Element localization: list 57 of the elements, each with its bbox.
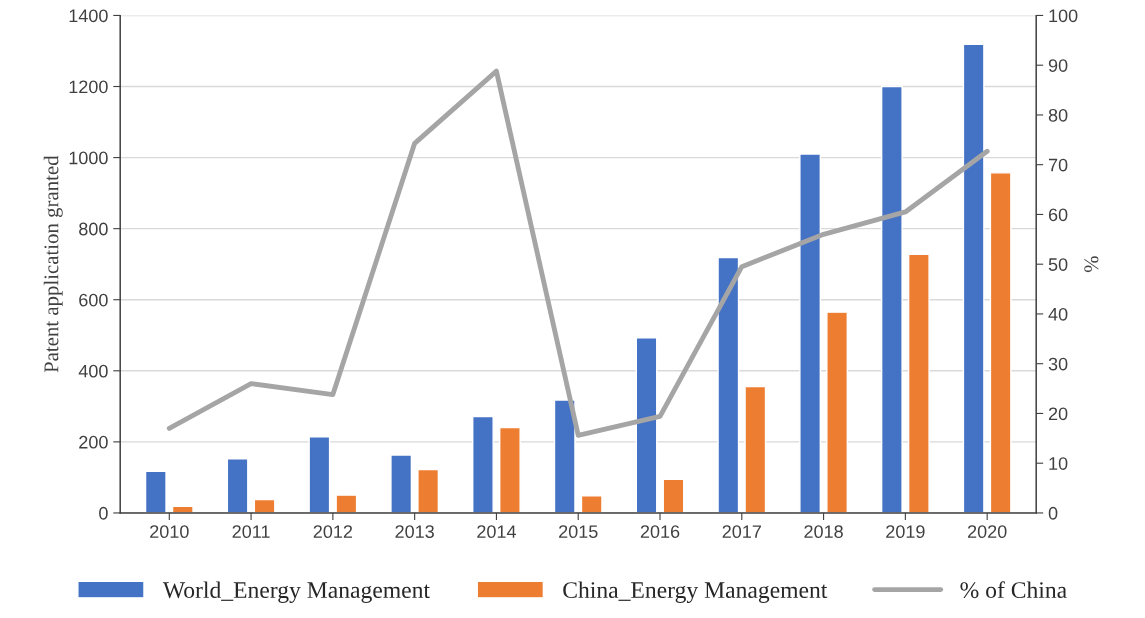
y-tick-label: 800 (79, 222, 108, 236)
bar (472, 415, 494, 513)
x-tick-label: 2015 (559, 525, 598, 539)
y2-tick-label: 50 (1048, 258, 1068, 271)
y2-tick-label: 80 (1048, 108, 1068, 122)
bar (335, 494, 358, 513)
bar (662, 478, 685, 513)
x-tick-label: 2020 (967, 525, 1007, 539)
y-tick-label: 1000 (69, 151, 108, 165)
y-tick-label: 400 (78, 364, 108, 378)
y2-tick-label: 0 (1048, 506, 1058, 520)
x-tick-label: 2017 (722, 525, 761, 539)
x-tick-label: 2012 (313, 525, 353, 539)
y2-tick-label: 20 (1048, 407, 1068, 421)
y2-tick-label: 10 (1049, 457, 1068, 470)
y-tick-label: 600 (79, 293, 108, 307)
bar (826, 311, 848, 513)
bar (635, 337, 658, 513)
bar (226, 458, 249, 513)
x-tick-label: 2018 (804, 525, 843, 539)
y-tick-label: 0 (99, 506, 108, 520)
y2-tick-label: 60 (1048, 208, 1068, 222)
bar (580, 495, 603, 513)
legend-label: % of China (960, 581, 1067, 599)
y2-tick-label: 40 (1048, 307, 1068, 321)
bar (907, 253, 930, 513)
y2-tick-label: 100 (1049, 9, 1078, 23)
y-axis-title: Patent application granted (43, 155, 63, 373)
x-tick-label: 2019 (886, 525, 925, 539)
bar (962, 43, 985, 513)
x-tick-label: 2013 (395, 525, 434, 539)
bar (989, 172, 1012, 513)
y-tick-label: 1400 (69, 9, 108, 23)
y2-tick-label: 70 (1048, 158, 1068, 172)
x-tick-label: 2011 (232, 525, 270, 539)
y-tick-label: 1200 (69, 80, 108, 94)
x-tick-label: 2014 (477, 525, 516, 539)
x-tick-label: 2016 (640, 525, 680, 539)
bar (880, 85, 903, 513)
bar (171, 505, 194, 513)
x-tick-label: 2010 (150, 525, 189, 539)
bar (308, 436, 331, 513)
bar (390, 454, 413, 513)
legend-label: World_Energy Management (162, 581, 430, 603)
bar (417, 468, 440, 513)
y-tick-label: 200 (79, 435, 108, 449)
legend-label: China_Energy Management (563, 581, 828, 603)
bar (799, 153, 822, 513)
y2-tick-label: 30 (1048, 357, 1068, 371)
bar (499, 426, 521, 513)
y2-tick-label: 90 (1048, 59, 1068, 72)
bar (717, 256, 740, 513)
bar (553, 399, 576, 513)
line-series (166, 68, 990, 438)
bar (744, 385, 767, 513)
bar (144, 470, 167, 513)
y2-axis-title: % (1084, 256, 1099, 273)
